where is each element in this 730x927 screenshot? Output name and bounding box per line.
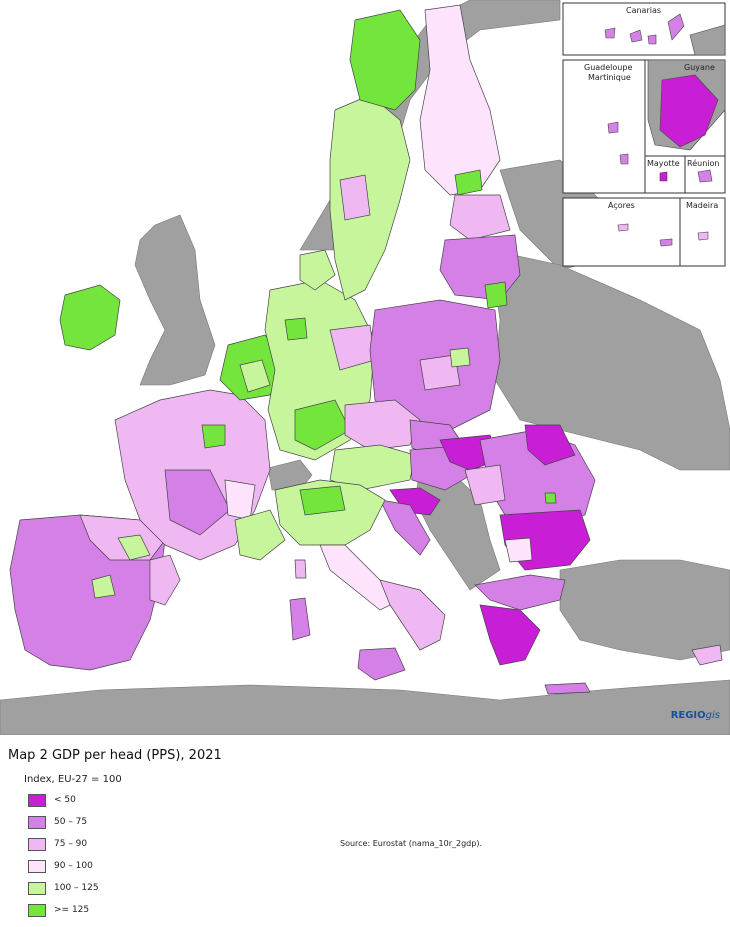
legend-subtitle: Index, EU-27 = 100: [24, 774, 122, 785]
martinique-region: [619, 153, 629, 165]
inset-madeira: [679, 197, 726, 267]
canarias-region: [667, 13, 685, 41]
region: [544, 682, 591, 695]
inset-label-mayotte: Mayotte: [647, 159, 680, 168]
legend-swatch: [28, 838, 46, 851]
legend-panel: Map 2 GDP per head (PPS), 2021 Index, EU…: [0, 736, 730, 927]
region: [454, 169, 483, 196]
region: [379, 579, 446, 651]
turkey-land: [559, 559, 730, 661]
region: [224, 479, 256, 521]
region: [329, 444, 416, 491]
legend-swatch: [28, 816, 46, 829]
inset-label-guyane: Guyane: [684, 63, 715, 72]
inset-grey-land: [689, 24, 726, 56]
guyane-region: [659, 74, 719, 148]
legend-swatch: [28, 860, 46, 873]
region: [419, 354, 461, 391]
region: [299, 249, 336, 291]
legend-label: 90 – 100: [54, 861, 93, 871]
region: [289, 597, 311, 641]
inset-guadeloupe-martinique: [562, 59, 646, 194]
region: [524, 424, 576, 466]
inset-label-martinique: Martinique: [588, 73, 631, 82]
canarias-region: [629, 29, 643, 43]
source-note: Source: Eurostat (nama_10r_2gdp).: [340, 839, 482, 848]
region: [234, 509, 286, 561]
region: [149, 554, 181, 606]
acores-region: [659, 238, 673, 247]
region: [329, 94, 411, 301]
legend-label: 50 – 75: [54, 817, 88, 827]
acores-region: [617, 223, 629, 232]
legend-swatch: [28, 882, 46, 895]
region: [544, 492, 557, 504]
map-frame: Canarias Guadeloupe Martinique Guyane Ma…: [0, 0, 730, 735]
canarias-region: [647, 34, 657, 45]
north-africa-land: [0, 679, 730, 735]
region: [474, 574, 566, 611]
belarus-ukraine-land: [489, 249, 730, 471]
mayotte-region: [659, 171, 668, 182]
map-title: Map 2 GDP per head (PPS), 2021: [8, 748, 222, 763]
region: [691, 644, 723, 666]
non-eu-land: [0, 0, 730, 735]
inset-label-reunion: Réunion: [687, 159, 720, 168]
region: [201, 424, 226, 449]
canarias-region: [604, 27, 616, 39]
inset-shapes: [604, 13, 726, 247]
logo-suffix: gis: [705, 710, 720, 721]
legend-label: 75 – 90: [54, 839, 88, 849]
region: [294, 399, 351, 451]
inset-label-guadeloupe: Guadeloupe: [584, 63, 633, 72]
inset-label-acores: Açores: [608, 201, 635, 210]
legend-label: < 50: [54, 795, 76, 805]
region: [294, 559, 307, 579]
region: [439, 234, 521, 301]
region: [344, 399, 421, 451]
region: [239, 359, 271, 393]
region: [339, 174, 371, 221]
region: [484, 281, 508, 309]
region: [117, 534, 151, 561]
region: [419, 4, 501, 196]
europe-map: [0, 0, 730, 735]
guadeloupe-region: [607, 121, 619, 134]
region: [59, 284, 121, 351]
region: [449, 194, 511, 241]
region: [464, 464, 506, 506]
region: [164, 469, 231, 536]
region: [91, 574, 116, 599]
region: [284, 317, 308, 341]
madeira-region: [697, 231, 709, 241]
legend-swatch: [28, 794, 46, 807]
region: [479, 604, 541, 666]
region: [349, 9, 421, 111]
region: [379, 499, 431, 556]
reunion-region: [697, 169, 713, 183]
logo-brand: REGIO: [670, 710, 706, 721]
region: [449, 347, 471, 368]
regiogis-logo: REGIOgis: [671, 710, 720, 721]
switzerland-land: [267, 459, 313, 491]
region: [357, 647, 406, 681]
region: [504, 537, 533, 563]
legend-swatch: [28, 904, 46, 917]
legend-label: 100 – 125: [54, 883, 99, 893]
inset-acores: [562, 197, 681, 267]
region: [299, 485, 346, 516]
legend-label: >= 125: [54, 905, 90, 915]
eu-regions: [9, 4, 723, 695]
inset-label-canarias: Canarias: [626, 6, 662, 15]
uk-land: [134, 214, 216, 386]
inset-label-madeira: Madeira: [686, 201, 719, 210]
